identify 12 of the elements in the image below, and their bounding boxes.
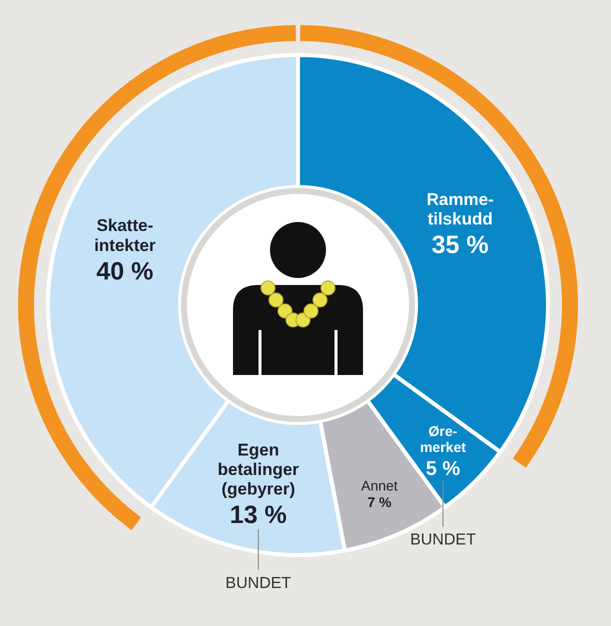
data-label: 40 %: [96, 258, 154, 286]
slice-label: Egen betalinger (gebyrer): [218, 440, 300, 498]
data-label: 7 %: [367, 494, 392, 510]
data-label: 5 %: [426, 458, 460, 480]
data-label: 35 %: [432, 231, 489, 260]
data-label: 13 %: [230, 501, 287, 530]
text: BUNDET: [410, 532, 476, 549]
slice-label: Ramme- tilskudd: [426, 190, 494, 228]
text: BUNDET: [225, 574, 292, 592]
slice-label: Annet: [361, 478, 398, 494]
slice-label: Øre- merket: [420, 422, 466, 455]
slice-label: Skatte- intekter: [94, 216, 156, 255]
